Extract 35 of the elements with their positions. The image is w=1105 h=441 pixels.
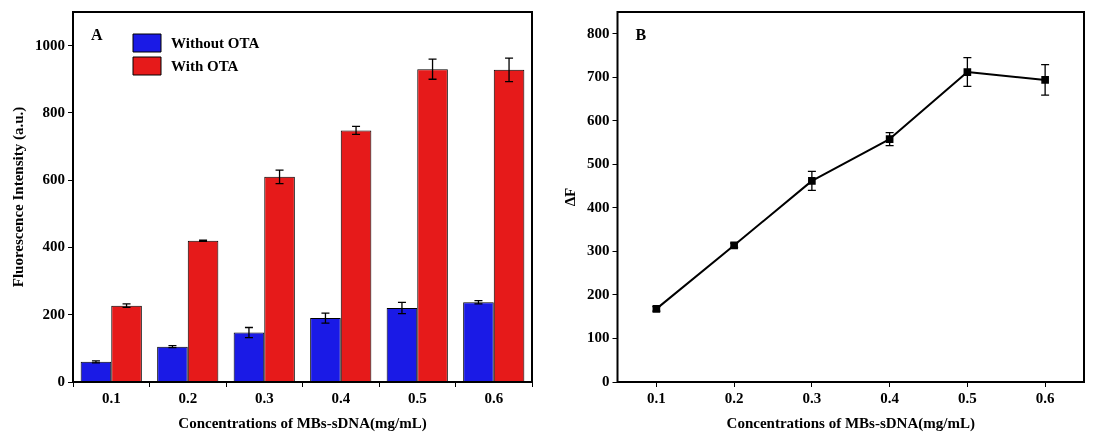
y-axis-title: Fluorescence Intensity (a.u.) xyxy=(9,106,27,288)
x-tick-label: 0.5 xyxy=(958,389,977,406)
y-tick-label: 200 xyxy=(587,285,610,302)
x-tick-label: 0.4 xyxy=(880,389,900,406)
x-tick-label: 0.4 xyxy=(331,389,351,406)
annotation: B xyxy=(635,26,647,44)
y-tick-label: 500 xyxy=(587,155,610,172)
y-tick-label: 800 xyxy=(42,103,65,120)
y-tick-label: 400 xyxy=(42,238,65,255)
legend-label: With OTA xyxy=(171,57,239,74)
y-tick-label: 600 xyxy=(587,111,610,128)
x-tick-label: 0.1 xyxy=(101,389,121,406)
y-tick-label: 200 xyxy=(42,305,65,322)
x-axis-title: Concentrations of MBs-sDNA(mg/mL) xyxy=(726,414,975,432)
y-axis-title: ΔF xyxy=(561,187,578,207)
y-tick-label: 1000 xyxy=(35,36,65,53)
legend-label: Without OTA xyxy=(171,34,260,51)
x-tick-label: 0.3 xyxy=(802,389,822,406)
annotation: A xyxy=(91,26,103,44)
x-tick-label: 0.5 xyxy=(407,389,427,406)
x-tick-label: 0.1 xyxy=(647,389,666,406)
y-tick-label: 400 xyxy=(587,198,610,215)
x-axis-title: Concentrations of MBs-sDNA(mg/mL) xyxy=(178,414,427,432)
y-tick-label: 800 xyxy=(587,24,610,41)
x-tick-label: 0.6 xyxy=(484,389,504,406)
y-tick-label: 600 xyxy=(42,171,65,188)
y-tick-label: 700 xyxy=(587,68,610,85)
x-tick-label: 0.3 xyxy=(254,389,274,406)
y-tick-label: 0 xyxy=(602,372,610,389)
y-tick-label: 100 xyxy=(587,329,610,346)
y-tick-label: 0 xyxy=(57,372,65,389)
x-tick-label: 0.2 xyxy=(178,389,198,406)
x-tick-label: 0.6 xyxy=(1035,389,1055,406)
x-tick-label: 0.2 xyxy=(724,389,744,406)
y-tick-label: 300 xyxy=(587,242,610,259)
